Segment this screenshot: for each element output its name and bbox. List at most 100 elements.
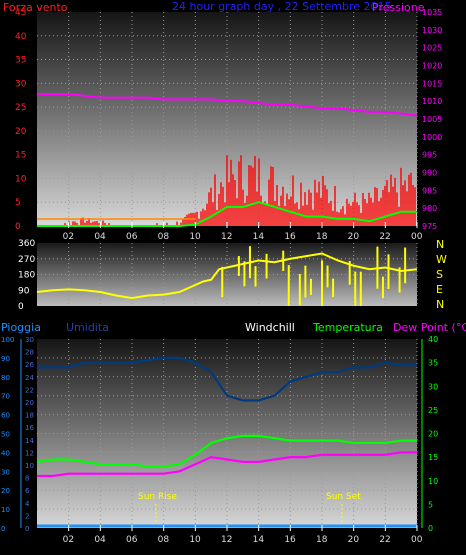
pressure-tick-label: 1030 bbox=[422, 26, 442, 35]
temperature-panel-grid bbox=[37, 339, 418, 528]
temperature-tick-label: 35 bbox=[428, 359, 438, 368]
compass-label: N bbox=[436, 298, 444, 311]
rain-tick-label: 60 bbox=[1, 412, 10, 420]
x-tick-label: 04 bbox=[94, 535, 106, 545]
dewpoint-label: Dew Point (°C) bbox=[393, 321, 466, 334]
x-tick-label: 22 bbox=[379, 535, 390, 545]
dewpoint-line bbox=[37, 451, 417, 478]
pressure-axis: 975 980 985 990 995 1000 1005 1010 1015 1020 1025 1… bbox=[422, 8, 442, 231]
wind-speed-axis: 0 5 10 15 20 25 30 35 40 45 bbox=[15, 8, 27, 232]
rain-tick-label: 0 bbox=[1, 525, 5, 533]
direction-panel-series bbox=[36, 246, 418, 306]
chart-title: 24 hour graph day , 22 Settembre 2015 bbox=[172, 0, 391, 13]
x-tick-label: 14 bbox=[253, 535, 265, 545]
humidity-tick-label: 4 bbox=[25, 500, 30, 508]
compass-label: E bbox=[436, 283, 443, 296]
x-tick-label: 20 bbox=[348, 232, 360, 242]
humidity-tick-label: 12 bbox=[25, 449, 34, 457]
x-tick-label: 18 bbox=[316, 232, 328, 242]
pressure-line bbox=[37, 93, 418, 117]
pressure-tick-label: 1025 bbox=[422, 44, 442, 53]
temperature-tick-label: 10 bbox=[428, 477, 438, 486]
rain-tick-label: 30 bbox=[1, 468, 10, 476]
direction-tick-label: 270 bbox=[18, 255, 35, 265]
wind-time-axis: 02 04 06 08 10 12 14 16 18 20 22 00 bbox=[63, 222, 423, 242]
wind-tick-label: 20 bbox=[15, 127, 27, 137]
temperature-tick-label: 40 bbox=[428, 335, 438, 344]
temperature-line bbox=[36, 434, 417, 468]
pressure-tick-label: 1020 bbox=[422, 62, 442, 71]
wind-panel-series bbox=[37, 93, 418, 227]
humidity-tick-label: 8 bbox=[25, 475, 29, 483]
pressure-tick-label: 1035 bbox=[422, 8, 442, 17]
x-tick-label: 16 bbox=[284, 232, 296, 242]
rain-label: Pioggia bbox=[1, 321, 41, 334]
x-tick-label: 10 bbox=[189, 535, 201, 545]
rain-tick-label: 20 bbox=[1, 487, 10, 495]
temperature-time-axis: 02 04 06 08 10 12 14 16 18 20 22 00 bbox=[63, 525, 423, 545]
humidity-label: Umidita bbox=[66, 321, 109, 334]
x-tick-label: 20 bbox=[348, 535, 360, 545]
x-tick-label: 12 bbox=[221, 535, 232, 545]
x-tick-label: 14 bbox=[253, 232, 265, 242]
rain-tick-label: 10 bbox=[1, 506, 10, 514]
wind-title: Forza vento bbox=[3, 1, 68, 14]
rain-tick-label: 50 bbox=[1, 431, 10, 439]
pressure-tick-label: 1010 bbox=[422, 97, 442, 106]
humidity-tick-label: 30 bbox=[25, 336, 34, 344]
x-tick-label: 02 bbox=[63, 232, 74, 242]
direction-tick-label: 0 bbox=[18, 302, 24, 312]
wind-tick-label: 35 bbox=[15, 56, 26, 66]
wind-tick-label: 25 bbox=[15, 103, 26, 113]
wind-tick-label: 10 bbox=[15, 174, 27, 184]
humidity-tick-label: 24 bbox=[25, 374, 34, 382]
humidity-tick-label: 0 bbox=[25, 525, 29, 533]
wind-tick-label: 15 bbox=[15, 151, 26, 161]
humidity-tick-label: 26 bbox=[25, 361, 34, 369]
compass-label: W bbox=[436, 253, 447, 266]
rain-tick-label: 80 bbox=[1, 374, 10, 382]
pressure-tick-label: 1000 bbox=[422, 133, 442, 142]
sun-markers: Sun Rise Sun Set bbox=[138, 492, 361, 524]
wind-tick-label: 0 bbox=[15, 222, 21, 232]
rain-tick-label: 90 bbox=[1, 355, 10, 363]
pressure-tick-label: 1005 bbox=[422, 115, 442, 124]
humidity-line bbox=[37, 356, 417, 402]
x-tick-label: 08 bbox=[158, 232, 170, 242]
rain-tick-label: 40 bbox=[1, 449, 10, 457]
pressure-tick-label: 980 bbox=[422, 204, 437, 213]
x-tick-label: 00 bbox=[411, 535, 423, 545]
x-tick-label: 06 bbox=[126, 535, 138, 545]
rain-tick-label: 100 bbox=[1, 336, 14, 344]
x-tick-label: 12 bbox=[221, 232, 232, 242]
compass-label: S bbox=[436, 268, 443, 281]
wind-tick-label: 5 bbox=[15, 198, 21, 208]
humidity-tick-label: 10 bbox=[25, 462, 34, 470]
x-tick-label: 08 bbox=[158, 535, 170, 545]
x-tick-label: 16 bbox=[284, 535, 296, 545]
humidity-tick-label: 18 bbox=[25, 412, 34, 420]
wind-tick-label: 40 bbox=[15, 32, 27, 42]
temperature-tick-label: 20 bbox=[428, 430, 438, 439]
pressure-tick-label: 975 bbox=[422, 222, 437, 231]
wind-direction-line bbox=[36, 252, 418, 300]
sunset-label: Sun Set bbox=[326, 492, 361, 502]
temperature-tick-label: 0 bbox=[428, 524, 433, 533]
pressure-tick-label: 985 bbox=[422, 186, 437, 195]
x-tick-label: 04 bbox=[94, 232, 106, 242]
compass-label: N bbox=[436, 238, 444, 251]
x-tick-label: 18 bbox=[316, 535, 328, 545]
temperature-tick-label: 15 bbox=[428, 453, 438, 462]
direction-tick-label: 180 bbox=[18, 271, 35, 281]
humidity-tick-label: 16 bbox=[25, 424, 34, 432]
direction-tick-label: 360 bbox=[18, 239, 35, 249]
humidity-tick-label: 6 bbox=[25, 487, 30, 495]
temperature-tick-label: 25 bbox=[428, 406, 438, 415]
temperature-tick-label: 5 bbox=[428, 500, 433, 509]
pressure-tick-label: 1015 bbox=[422, 79, 442, 88]
temperature-tick-label: 30 bbox=[428, 382, 438, 391]
pressure-tick-label: 990 bbox=[422, 169, 437, 178]
x-tick-label: 02 bbox=[63, 535, 74, 545]
humidity-tick-label: 20 bbox=[25, 399, 34, 407]
